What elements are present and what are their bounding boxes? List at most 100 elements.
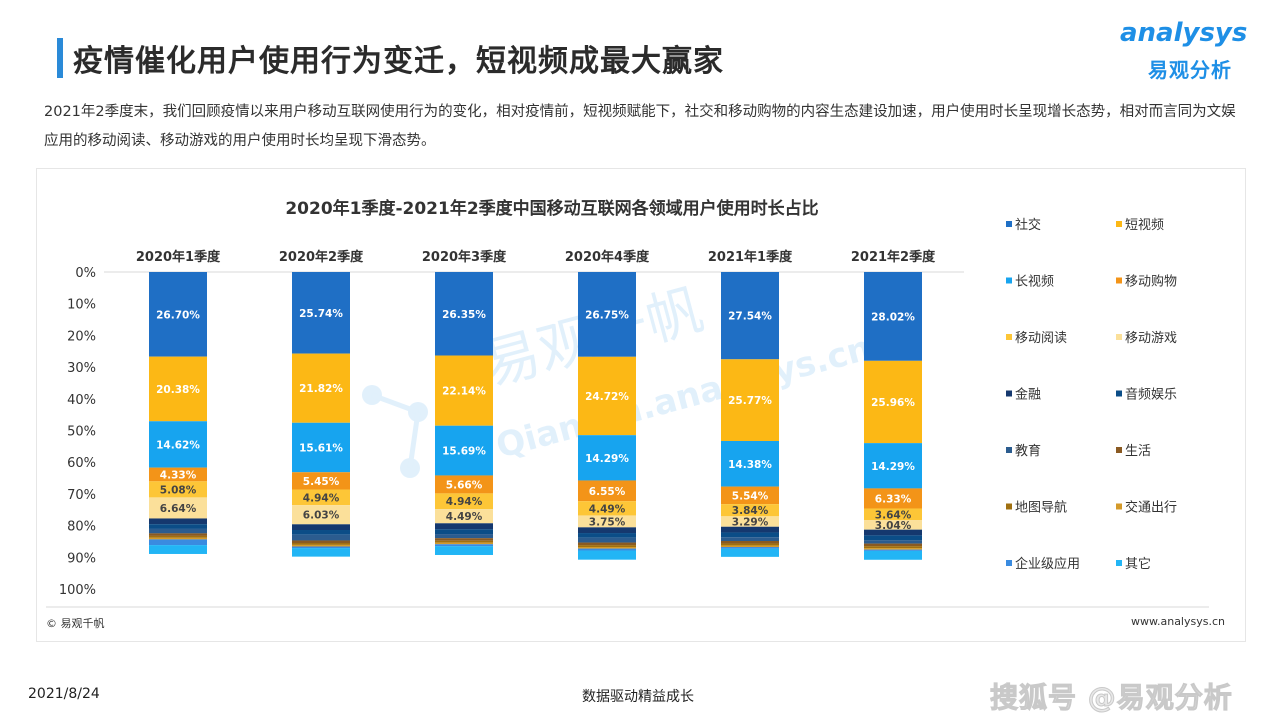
legend-label: 生活 <box>1125 444 1151 459</box>
bar-segment <box>292 272 350 354</box>
page-title: 疫情催化用户使用行为变迁，短视频成最大赢家 <box>73 44 724 79</box>
watermark-node-icon <box>408 402 428 422</box>
bar-segment <box>721 504 779 517</box>
bar-segment <box>578 272 636 357</box>
bar-segment <box>292 544 350 547</box>
bar-segment <box>149 533 207 536</box>
bar-segment <box>864 529 922 536</box>
y-tick-label: 10% <box>67 298 96 313</box>
bar-segment <box>435 538 493 541</box>
data-label: 6.55% <box>589 486 626 498</box>
data-label: 5.66% <box>446 479 483 491</box>
y-tick-label: 40% <box>67 393 96 408</box>
bar-segment <box>149 528 207 534</box>
data-labels: 26.70% 20.38% 14.62% 4.33% 5.08% 6.64% 25.74% 2… <box>156 308 915 532</box>
bar-segment <box>292 546 350 549</box>
bar-segment <box>435 475 493 494</box>
website-note: www.analysys.cn <box>1131 615 1225 628</box>
bar-segment <box>578 527 636 534</box>
data-label: 6.64% <box>160 503 197 515</box>
data-label: 4.33% <box>160 469 197 481</box>
legend-swatch <box>1006 447 1012 453</box>
bar-segment <box>721 548 779 557</box>
bar-segment <box>149 545 207 554</box>
bar-segment <box>149 356 207 422</box>
bar-segment <box>864 488 922 509</box>
bar-segment <box>721 537 779 542</box>
x-category-label: 2020年4季度 <box>565 249 650 265</box>
y-tick-label: 90% <box>67 551 96 566</box>
bar-segment <box>435 542 493 545</box>
analysys-logo: analysys 易观分析 <box>1120 18 1250 82</box>
bar-segment <box>292 543 350 545</box>
data-label: 28.02% <box>871 311 915 323</box>
bar-segment <box>578 550 636 560</box>
bar-segment <box>721 516 779 527</box>
y-tick-label: 60% <box>67 456 96 471</box>
bar-segment <box>435 509 493 524</box>
bar-segment <box>578 356 636 436</box>
bar-segment <box>721 545 779 548</box>
bar-segment <box>149 481 207 498</box>
legend-swatch <box>1116 447 1122 453</box>
legend-label: 教育 <box>1015 443 1041 459</box>
legend-swatch <box>1116 503 1122 510</box>
legend-label: 移动购物 <box>1125 274 1177 290</box>
legend-label: 交通出行 <box>1125 500 1177 516</box>
bar-segment <box>435 425 493 476</box>
bar-segment <box>864 535 922 541</box>
legend-swatch <box>1116 390 1122 397</box>
legend-label: 音频娱乐 <box>1125 387 1177 403</box>
footer-slogan: 数据驱动精益成长 <box>582 689 694 705</box>
data-label: 26.75% <box>585 309 629 321</box>
bar-segment <box>149 539 207 546</box>
bar-segment <box>435 272 493 356</box>
bar-segment <box>721 543 779 546</box>
bars <box>149 272 922 560</box>
bar-segment <box>292 548 350 557</box>
bar-segment <box>578 515 636 528</box>
data-label: 6.33% <box>875 493 912 505</box>
bar-segment <box>292 534 350 541</box>
chart-title: 2020年1季度-2021年2季度中国移动互联网各领域用户使用时长占比 <box>285 198 818 219</box>
data-label: 5.08% <box>160 484 197 496</box>
bar-segment <box>578 546 636 549</box>
bar-segment <box>292 353 350 423</box>
bar-segment <box>578 480 636 502</box>
legend-label: 社交 <box>1015 217 1041 233</box>
bar-segment <box>721 272 779 360</box>
legend-swatch <box>1006 390 1012 397</box>
footer-brand-watermark: 搜狐号 @易观分析 <box>990 681 1233 715</box>
bar-segment <box>435 529 493 535</box>
bar-segment <box>864 543 922 547</box>
bar-segment <box>578 435 636 481</box>
legend-swatch <box>1006 560 1012 566</box>
bar-segment <box>435 493 493 510</box>
bar-segment <box>864 443 922 489</box>
bar-segment <box>578 545 636 547</box>
bar-segment <box>578 533 636 538</box>
watermark-link <box>371 392 419 415</box>
legend-swatch <box>1116 277 1122 284</box>
legend-swatch <box>1116 560 1122 566</box>
bar-segment <box>292 422 350 473</box>
data-label: 14.38% <box>728 459 772 471</box>
legend-label: 移动阅读 <box>1015 331 1067 346</box>
bar-segment <box>435 355 493 426</box>
y-tick-label: 70% <box>67 488 96 503</box>
bar-segment <box>721 541 779 544</box>
data-label: 20.38% <box>156 384 200 396</box>
y-tick-label: 30% <box>67 361 96 376</box>
bar-segment <box>149 497 207 519</box>
watermark-link <box>407 411 421 469</box>
bar-segment <box>721 486 779 505</box>
bar-segment <box>149 537 207 540</box>
legend-swatch <box>1006 277 1012 284</box>
x-category-label: 2021年2季度 <box>851 249 936 265</box>
data-label: 21.82% <box>299 383 343 395</box>
bar-segment <box>578 501 636 516</box>
x-category-label: 2020年1季度 <box>136 249 221 265</box>
legend-swatch <box>1116 334 1122 340</box>
watermark-node-icon <box>362 385 382 405</box>
